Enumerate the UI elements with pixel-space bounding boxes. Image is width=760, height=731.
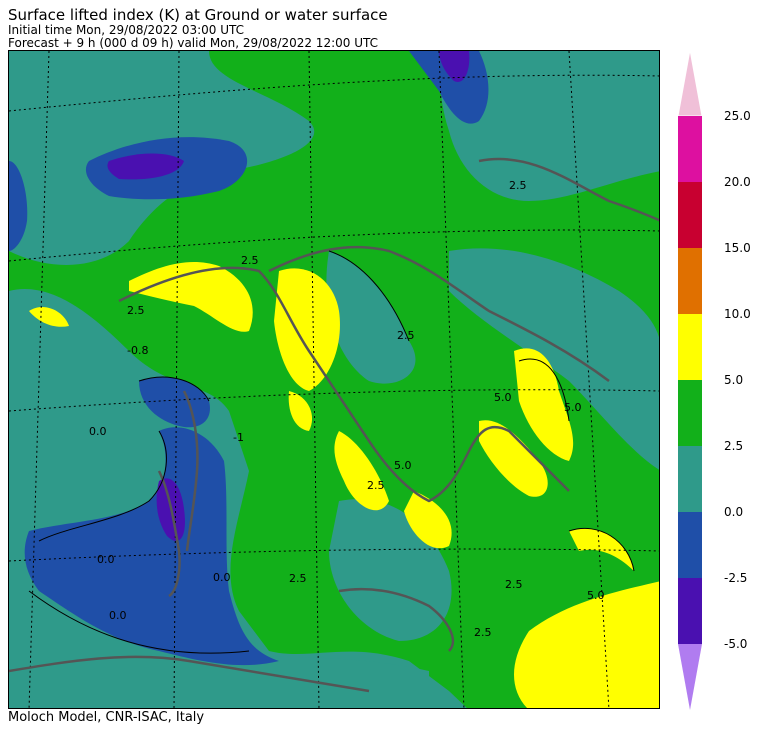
model-credit: Moloch Model, CNR-ISAC, Italy [8, 710, 205, 725]
contour-label: 5.0 [587, 589, 605, 602]
legend-label: 15.0 [724, 241, 751, 255]
field-0-2.5-south-strip [189, 651, 429, 708]
field-0-2.5-ne [439, 51, 659, 201]
colorbar-band-2.5-5 [678, 380, 702, 446]
contour-lines [28, 250, 635, 654]
field-5-10-tyrrhenian-coast [334, 431, 389, 511]
field-5-10-ionian [514, 581, 659, 708]
contour-label: 5.0 [564, 401, 582, 414]
field-m2.5-0-top [409, 51, 489, 124]
contour-label: 2.5 [367, 479, 385, 492]
lifted-index-map: 2.5 2.5 2.5 2.5 2.5 2.5 2.5 2.5 5.0 5.0 … [8, 50, 660, 709]
contour-label: -0.8 [127, 344, 148, 357]
contour-label: 2.5 [397, 329, 415, 342]
contour-label: 0.0 [89, 425, 107, 438]
coastlines [9, 157, 659, 693]
color-legend: 25.0 20.0 15.0 10.0 5.0 2.5 0.0 -2.5 -5.… [672, 49, 760, 712]
legend-label: 2.5 [724, 439, 744, 453]
legend-label: 20.0 [724, 175, 751, 189]
legend-label: 0.0 [724, 505, 744, 519]
field-5-10-po [129, 261, 253, 332]
field-m5-m2.5-alps [107, 153, 184, 180]
colorbar-bottom-arrow [678, 644, 702, 710]
colorbar-top-arrow [677, 49, 703, 117]
legend-label: 25.0 [724, 109, 751, 123]
contour-label: 2.5 [241, 254, 259, 267]
contour-label: 0.0 [97, 553, 115, 566]
legend-label: 10.0 [724, 307, 751, 321]
field-5-10-calabria [479, 420, 548, 497]
legend-label: 5.0 [724, 373, 744, 387]
field-5-10-corsica-east [288, 391, 313, 431]
colorbar [677, 49, 703, 710]
field-5-10-west [29, 306, 69, 327]
field-5-10-sicily-blob [404, 491, 452, 549]
initial-time-label: Initial time Mon, 29/08/2022 03:00 UTC [8, 23, 245, 37]
colorbar-band-10-15 [678, 248, 702, 314]
legend-label: -5.0 [724, 637, 748, 651]
contour-label: 2.5 [509, 179, 527, 192]
contour-labels: 2.5 2.5 2.5 2.5 2.5 2.5 2.5 2.5 5.0 5.0 … [89, 179, 605, 639]
field-m2.5-0-left [9, 161, 28, 251]
colorbar-band-15-20 [678, 182, 702, 248]
field-m5-m2.5-top [439, 51, 470, 82]
legend-label: -2.5 [724, 571, 748, 585]
field-0-2.5-adriatic [326, 251, 416, 384]
field-5-10-italy-north [274, 268, 340, 391]
contour-label: 2.5 [289, 572, 307, 585]
contour-label: 5.0 [394, 459, 412, 472]
colorbar-band-m5-m2.5 [678, 578, 702, 644]
colorbar-band-5-10 [678, 314, 702, 380]
field-5-10-apulia [514, 348, 574, 461]
contour-label: 5.0 [494, 391, 512, 404]
field-5-10-crescent [569, 528, 634, 571]
graticule [9, 51, 659, 708]
contour-label: 2.5 [474, 626, 492, 639]
colorbar-band-20-25 [678, 116, 702, 182]
contour-label: 0.0 [109, 609, 127, 622]
contour-label: 2.5 [127, 304, 145, 317]
field-m2.5-0-tyrrhenian [24, 427, 280, 666]
map-canvas: 2.5 2.5 2.5 2.5 2.5 2.5 2.5 2.5 5.0 5.0 … [9, 51, 659, 708]
field-0-2.5-balkans [449, 248, 659, 470]
colorbar-band-m2.5-0 [678, 512, 702, 578]
map-title: Surface lifted index (K) at Ground or wa… [8, 6, 388, 24]
contour-label: 2.5 [505, 578, 523, 591]
contour-label: -1 [233, 431, 244, 444]
contour-label: 0.0 [213, 571, 231, 584]
forecast-label: Forecast + 9 h (000 d 09 h) valid Mon, 2… [8, 36, 378, 50]
colorbar-band-0-2.5 [678, 446, 702, 512]
